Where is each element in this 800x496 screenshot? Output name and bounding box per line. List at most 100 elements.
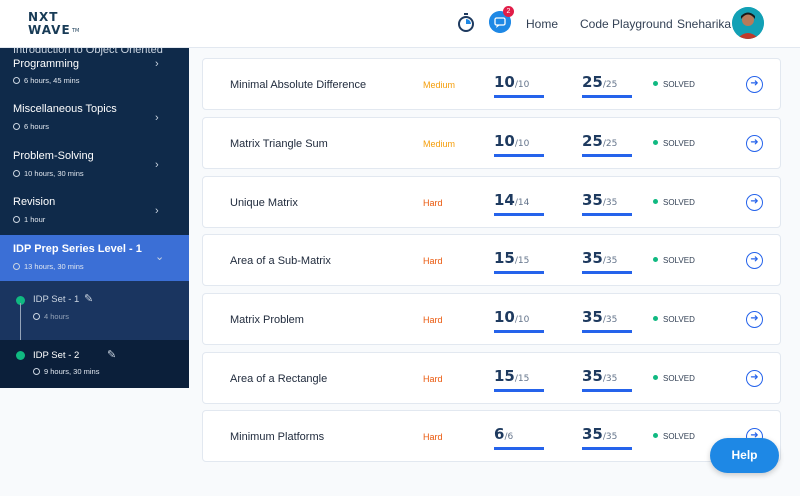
score-primary: 6/6 bbox=[494, 425, 514, 443]
problem-name: Matrix Triangle Sum bbox=[230, 138, 328, 150]
score-secondary-progress bbox=[582, 271, 632, 274]
clock-icon bbox=[13, 263, 20, 270]
score-primary-progress bbox=[494, 271, 544, 274]
problem-card[interactable]: Minimum Platforms Hard 6/6 35/35 SOLVED ➜ bbox=[202, 410, 781, 462]
chevron-down-icon: ⌄ bbox=[155, 251, 165, 263]
score-secondary-progress bbox=[582, 154, 632, 157]
solved-dot bbox=[653, 199, 658, 204]
solved-dot bbox=[653, 316, 658, 321]
status-badge: SOLVED bbox=[653, 315, 695, 324]
score-primary: 14/14 bbox=[494, 191, 530, 209]
timer-icon[interactable] bbox=[457, 13, 475, 33]
sidebar-item-oop[interactable]: Introduction to Object Oriented Programm… bbox=[13, 48, 163, 85]
user-name[interactable]: Sneharika bbox=[677, 17, 732, 31]
status-badge: SOLVED bbox=[653, 80, 695, 89]
score-primary: 10/10 bbox=[494, 132, 530, 150]
score-primary: 15/15 bbox=[494, 367, 530, 385]
chevron-right-icon: › bbox=[155, 112, 159, 124]
chevron-right-icon: › bbox=[155, 159, 159, 171]
score-secondary-progress bbox=[582, 330, 632, 333]
chevron-right-icon: › bbox=[155, 205, 159, 217]
arrow-right-icon[interactable]: ➜ bbox=[746, 370, 763, 387]
sidebar-subitem-idp-set-2[interactable]: IDP Set - 2 ✎ 9 hours, 30 mins bbox=[0, 340, 189, 388]
score-primary: 10/10 bbox=[494, 73, 530, 91]
nxtwave-logo[interactable]: NXT WAVE TM bbox=[28, 10, 80, 37]
check-icon bbox=[16, 351, 25, 360]
difficulty-label: Hard bbox=[423, 256, 443, 266]
arrow-right-icon[interactable]: ➜ bbox=[746, 252, 763, 269]
difficulty-label: Hard bbox=[423, 432, 443, 442]
nav-home-link[interactable]: Home bbox=[526, 17, 559, 31]
problem-card[interactable]: Matrix Triangle Sum Medium 10/10 25/25 SOLVE… bbox=[202, 117, 781, 169]
pencil-icon[interactable]: ✎ bbox=[84, 293, 94, 305]
problem-name: Unique Matrix bbox=[230, 197, 298, 209]
score-primary-progress bbox=[494, 154, 544, 157]
problem-card[interactable]: Area of a Rectangle Hard 15/15 35/35 SOLVED ➜ bbox=[202, 352, 781, 404]
status-badge: SOLVED bbox=[653, 374, 695, 383]
clock-icon bbox=[13, 77, 20, 84]
check-icon bbox=[16, 296, 25, 305]
problem-name: Matrix Problem bbox=[230, 314, 304, 326]
score-primary-progress bbox=[494, 95, 544, 98]
status-badge: SOLVED bbox=[653, 256, 695, 265]
difficulty-label: Hard bbox=[423, 315, 443, 325]
sidebar-item-revision[interactable]: Revision 1 hour › bbox=[13, 196, 159, 224]
score-secondary-progress bbox=[582, 447, 632, 450]
problem-name: Area of a Sub-Matrix bbox=[230, 255, 331, 267]
problem-name: Area of a Rectangle bbox=[230, 373, 328, 385]
difficulty-label: Medium bbox=[423, 139, 456, 149]
clock-icon bbox=[13, 123, 20, 130]
progress-connector-line bbox=[20, 303, 21, 348]
clock-icon bbox=[13, 170, 20, 177]
top-header: NXT WAVE TM 2 Home Code Playground Sneha… bbox=[0, 0, 800, 48]
chevron-right-icon: › bbox=[155, 58, 159, 70]
score-secondary-progress bbox=[582, 213, 632, 216]
course-sidebar: Introduction to Object Oriented Programm… bbox=[0, 48, 189, 388]
score-primary-progress bbox=[494, 389, 544, 392]
arrow-right-icon[interactable]: ➜ bbox=[746, 311, 763, 328]
help-button[interactable]: Help bbox=[710, 438, 779, 473]
sidebar-subitem-idp-set-1[interactable]: IDP Set - 1 ✎ 4 hours bbox=[0, 281, 189, 340]
problem-name: Minimal Absolute Difference bbox=[230, 79, 367, 91]
score-secondary: 35/35 bbox=[582, 367, 618, 385]
solved-dot bbox=[653, 433, 658, 438]
status-badge: SOLVED bbox=[653, 198, 695, 207]
problem-card[interactable]: Unique Matrix Hard 14/14 35/35 SOLVED ➜ bbox=[202, 176, 781, 228]
problem-card[interactable]: Matrix Problem Hard 10/10 35/35 SOLVED ➜ bbox=[202, 293, 781, 345]
score-secondary: 35/35 bbox=[582, 191, 618, 209]
score-secondary: 35/35 bbox=[582, 308, 618, 326]
problem-name: Minimum Platforms bbox=[230, 431, 325, 443]
difficulty-label: Hard bbox=[423, 374, 443, 384]
clock-icon bbox=[33, 368, 40, 375]
problem-card[interactable]: Minimal Absolute Difference Medium 10/10 25… bbox=[202, 58, 781, 110]
nav-code-playground-link[interactable]: Code Playground bbox=[580, 17, 673, 31]
score-secondary: 35/35 bbox=[582, 249, 618, 267]
arrow-right-icon[interactable]: ➜ bbox=[746, 135, 763, 152]
difficulty-label: Hard bbox=[423, 198, 443, 208]
sidebar-item-idp-prep[interactable]: IDP Prep Series Level - 1 13 hours, 30 m… bbox=[0, 235, 189, 281]
score-primary: 15/15 bbox=[494, 249, 530, 267]
score-secondary-progress bbox=[582, 389, 632, 392]
sidebar-item-problem-solving[interactable]: Problem-Solving 10 hours, 30 mins › bbox=[13, 150, 159, 178]
score-secondary: 35/35 bbox=[582, 425, 618, 443]
problem-card[interactable]: Area of a Sub-Matrix Hard 15/15 35/35 SOLVED… bbox=[202, 234, 781, 286]
avatar[interactable] bbox=[732, 7, 764, 39]
solved-dot bbox=[653, 257, 658, 262]
pencil-icon[interactable]: ✎ bbox=[107, 349, 117, 361]
clock-icon bbox=[13, 216, 20, 223]
sidebar-item-miscellaneous[interactable]: Miscellaneous Topics 6 hours › bbox=[13, 103, 159, 131]
arrow-right-icon[interactable]: ➜ bbox=[746, 76, 763, 93]
score-secondary-progress bbox=[582, 95, 632, 98]
solved-dot bbox=[653, 375, 658, 380]
score-primary-progress bbox=[494, 330, 544, 333]
status-badge: SOLVED bbox=[653, 432, 695, 441]
solved-dot bbox=[653, 81, 658, 86]
score-primary-progress bbox=[494, 447, 544, 450]
score-primary-progress bbox=[494, 213, 544, 216]
score-primary: 10/10 bbox=[494, 308, 530, 326]
notification-badge: 2 bbox=[503, 6, 514, 17]
clock-icon bbox=[33, 313, 40, 320]
arrow-right-icon[interactable]: ➜ bbox=[746, 194, 763, 211]
score-secondary: 25/25 bbox=[582, 132, 618, 150]
difficulty-label: Medium bbox=[423, 80, 456, 90]
